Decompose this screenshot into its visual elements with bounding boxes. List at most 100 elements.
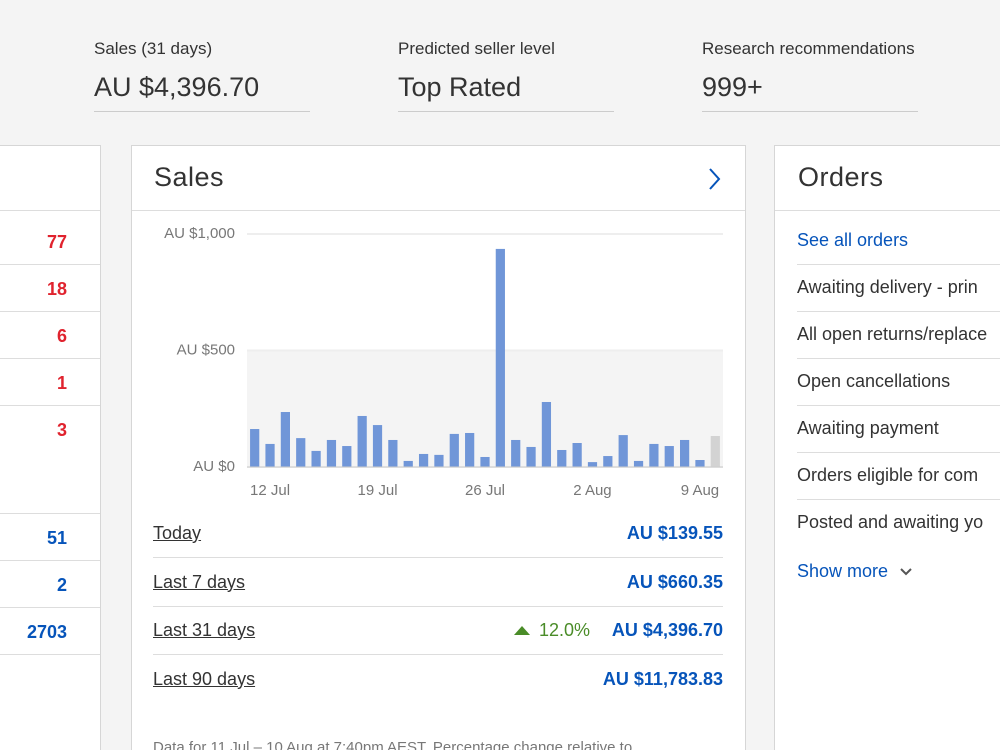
y-tick-label: AU $1,000 xyxy=(164,225,235,242)
divider xyxy=(797,264,1000,265)
task-count[interactable]: 6 xyxy=(56,326,67,346)
x-tick-label: 12 Jul xyxy=(250,482,290,499)
divider xyxy=(0,560,100,561)
divider xyxy=(0,654,100,655)
bar xyxy=(480,456,490,467)
bar xyxy=(557,449,567,467)
bar xyxy=(710,436,720,467)
bar xyxy=(603,456,613,467)
bar xyxy=(618,435,628,467)
summary-underline xyxy=(94,111,310,112)
bar xyxy=(418,453,429,467)
order-item[interactable]: Awaiting payment xyxy=(797,418,939,438)
divider xyxy=(797,311,1000,312)
bar xyxy=(449,433,459,467)
bar xyxy=(296,438,306,467)
order-item[interactable]: Awaiting delivery - prin xyxy=(797,277,978,297)
divider xyxy=(0,607,100,608)
see-all-link[interactable]: See all orders xyxy=(797,230,909,250)
panel-title: Orders xyxy=(798,162,884,192)
bar xyxy=(633,460,644,467)
change: 12.0% xyxy=(502,620,590,641)
task-count[interactable]: 2 xyxy=(56,575,67,595)
summary-value: 999+ xyxy=(702,72,763,102)
grid-band xyxy=(247,350,723,467)
chevron-icon[interactable] xyxy=(706,166,722,192)
bar xyxy=(434,454,444,467)
summary-label: Predicted seller level xyxy=(398,39,555,58)
summary-label: Sales (31 days) xyxy=(94,39,213,58)
y-tick-label: AU $500 xyxy=(177,341,235,358)
bar xyxy=(572,443,582,467)
bar xyxy=(680,439,690,467)
period-link[interactable]: Today xyxy=(153,523,202,543)
bar xyxy=(250,429,260,467)
x-tick-label: 9 Aug xyxy=(681,482,719,499)
bar xyxy=(649,443,659,467)
summary-underline xyxy=(398,111,614,112)
divider xyxy=(0,358,100,359)
up-arrow xyxy=(513,626,530,635)
order-item[interactable]: Posted and awaiting yo xyxy=(797,512,984,532)
task-count[interactable]: 1 xyxy=(56,373,67,393)
sales-panel: Sales AU $0 AU $500 AU $1,000 12 Jul 19 Jul 2… xyxy=(131,145,746,750)
period-link[interactable]: Last 31 days xyxy=(153,620,256,640)
change-value: 12.0% xyxy=(538,620,590,640)
divider xyxy=(797,405,1000,406)
task-count[interactable]: 18 xyxy=(46,279,67,299)
bar xyxy=(372,425,383,467)
bar xyxy=(311,450,321,467)
sales-chart: AU $0 AU $500 AU $1,000 12 Jul 19 Jul 26 Jul 2… xyxy=(164,225,723,499)
period-link[interactable]: Last 90 days xyxy=(153,668,256,689)
chevron-down xyxy=(900,568,912,576)
x-tick-label: 2 Aug xyxy=(573,482,611,499)
show-more-link[interactable]: Show more xyxy=(797,561,913,582)
period-value: AU $660.35 xyxy=(626,571,723,592)
divider xyxy=(797,452,1000,453)
bar xyxy=(280,412,290,467)
footnote: Data for 11 Jul – 10 Aug at 7:40pm AEST.… xyxy=(153,739,633,750)
task-count[interactable]: 3 xyxy=(56,420,67,440)
bar xyxy=(403,460,413,467)
period-link[interactable]: Last 7 days xyxy=(153,571,246,592)
bar xyxy=(587,462,598,467)
divider xyxy=(0,264,100,265)
divider xyxy=(0,311,100,312)
divider xyxy=(0,513,100,514)
bar xyxy=(541,401,552,467)
order-item[interactable]: All open returns/replace xyxy=(797,324,988,344)
summary-value: Top Rated xyxy=(398,72,522,102)
task-count[interactable]: 51 xyxy=(46,528,67,548)
bar xyxy=(511,439,521,467)
order-item[interactable]: Open cancellations xyxy=(797,371,951,391)
summary-underline xyxy=(702,111,918,112)
y-tick-label: AU $0 xyxy=(193,458,235,475)
divider xyxy=(797,499,1000,500)
bar xyxy=(388,439,398,467)
bar xyxy=(495,248,505,467)
divider xyxy=(0,405,100,406)
period-value: AU $4,396.70 xyxy=(611,620,723,640)
panel-title: Sales xyxy=(154,162,225,192)
divider xyxy=(797,358,1000,359)
x-tick-label: 26 Jul xyxy=(465,482,505,499)
task-count[interactable]: 77 xyxy=(46,232,67,252)
order-item[interactable]: Orders eligible for com xyxy=(797,465,979,485)
bar xyxy=(526,446,536,467)
bar xyxy=(342,446,352,467)
divider xyxy=(0,210,100,211)
show-more-text: Show more xyxy=(797,561,889,581)
bar xyxy=(695,460,705,467)
task-count[interactable]: 2703 xyxy=(26,622,67,642)
divider xyxy=(153,654,723,655)
tasks-panel: 77 18 6 1 3 51 2 2703 xyxy=(0,145,101,750)
summary-label: Research recommendations xyxy=(702,39,915,58)
period-value: AU $11,783.83 xyxy=(602,668,723,689)
bar xyxy=(357,415,367,467)
bar xyxy=(265,443,275,467)
x-tick-label: 19 Jul xyxy=(358,482,398,499)
bar xyxy=(465,432,475,467)
summary-value: AU $4,396.70 xyxy=(94,72,260,102)
period-value: AU $139.55 xyxy=(626,523,723,543)
